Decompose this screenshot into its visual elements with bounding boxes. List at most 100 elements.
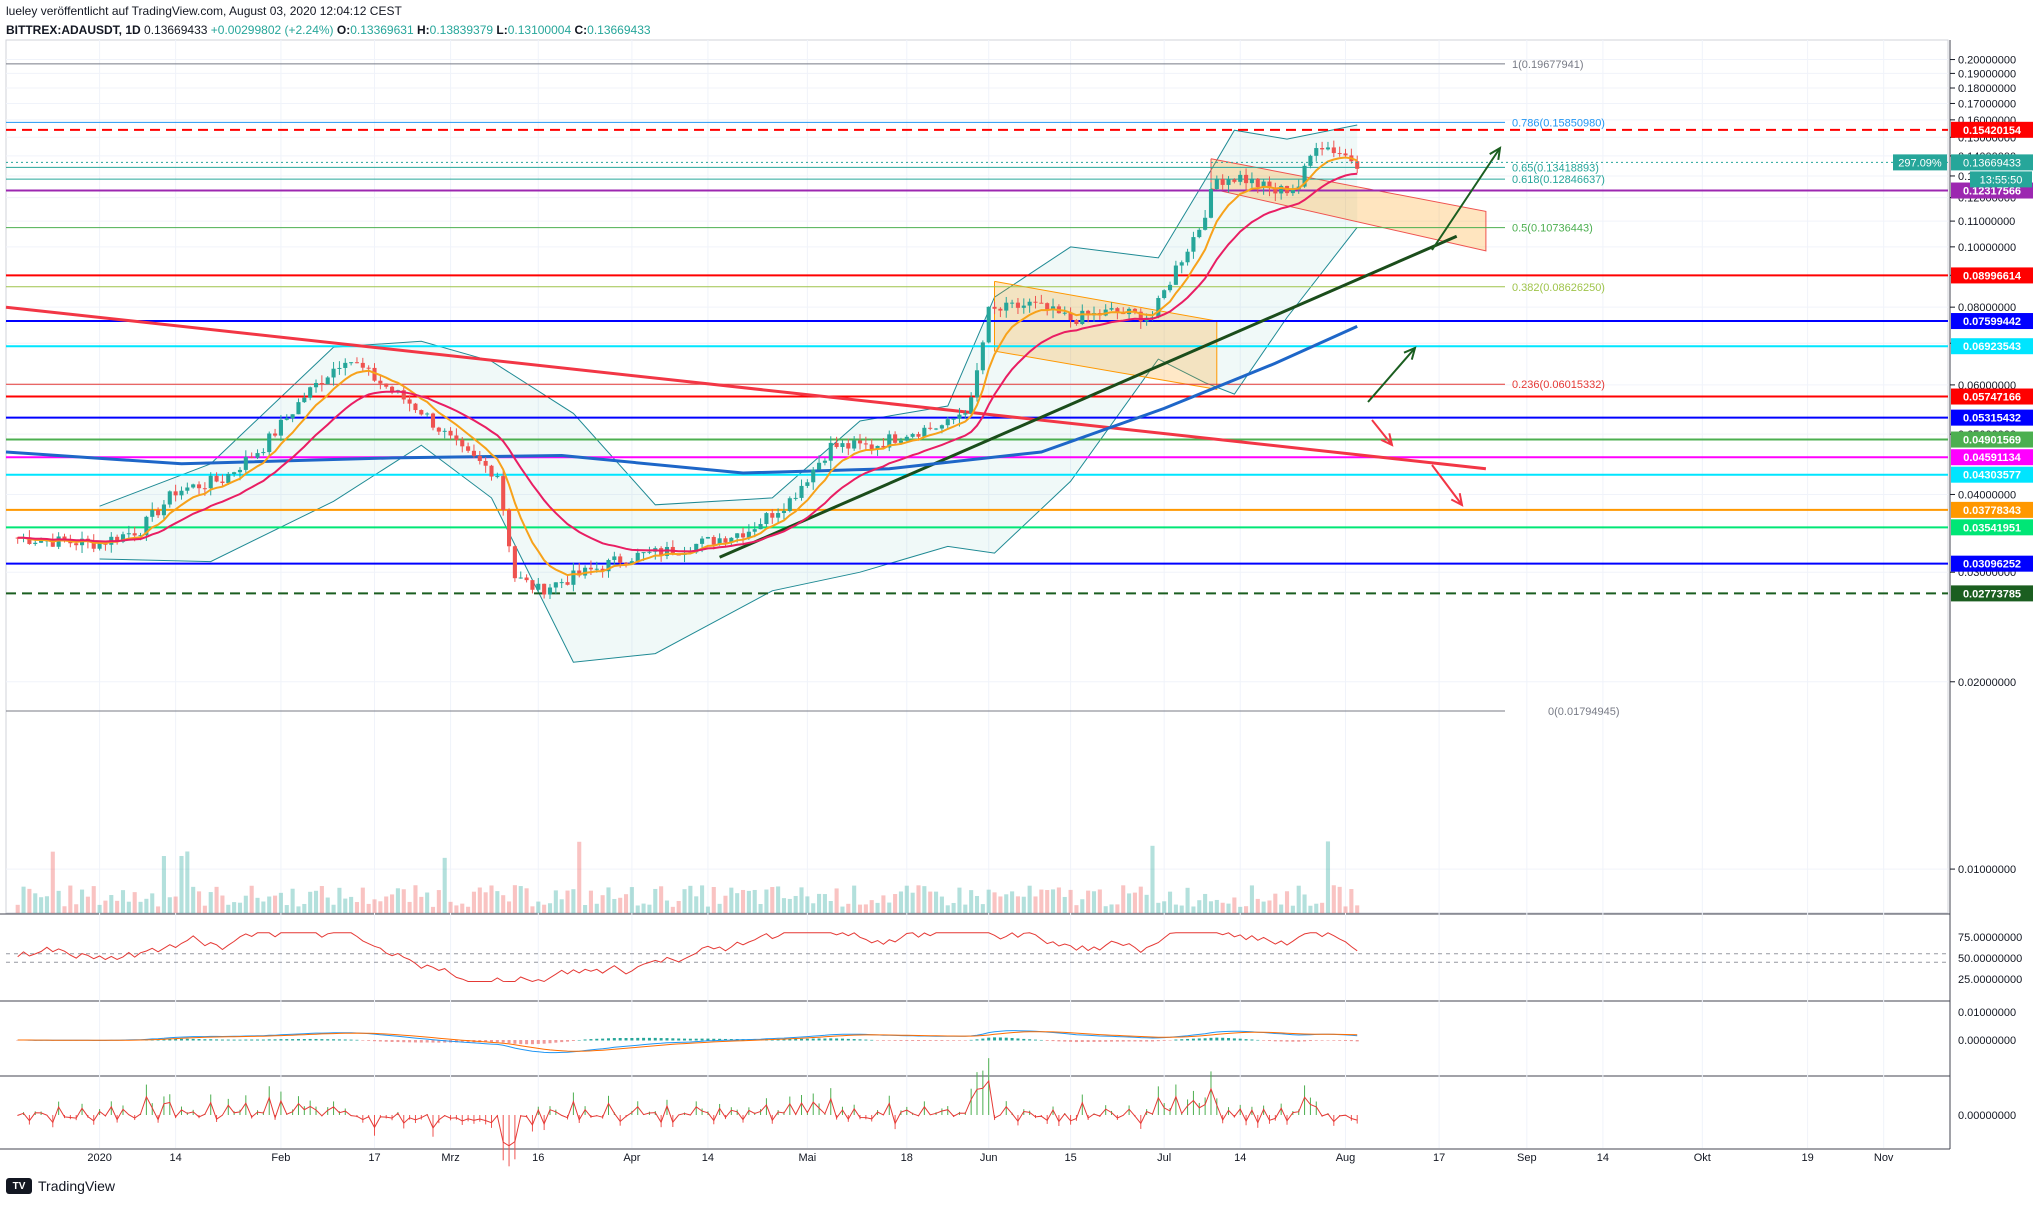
volume-bar [156, 906, 161, 913]
candle-body [898, 440, 904, 443]
candle-body [957, 414, 962, 419]
volume-bar [711, 886, 716, 913]
macd-histogram-bar [560, 1040, 564, 1043]
volume-bar [448, 901, 453, 913]
candle-body [1197, 229, 1202, 238]
volume-bar [220, 895, 225, 913]
volume-bar [1320, 902, 1325, 913]
volume-bar [664, 900, 670, 913]
macd-histogram-bar [1285, 1040, 1289, 1042]
candle-body [828, 442, 833, 461]
volume-bar [1244, 906, 1249, 913]
y-tick-label: 0.17000000 [1958, 98, 2016, 110]
bear-flag-channel-1 [994, 280, 1218, 390]
macd-histogram-bar [337, 1039, 341, 1041]
price-change: +0.00299802 (+2.24%) [210, 23, 334, 37]
macd-histogram-bar [794, 1038, 798, 1041]
volume-bar [512, 885, 517, 913]
symbol-label[interactable]: BITTREX:ADAUSDT, 1D [6, 23, 141, 37]
macd-histogram-bar [419, 1040, 423, 1043]
candle-body [547, 587, 553, 595]
volume-bar [992, 892, 997, 913]
level-tag-text: 0.03096252 [1963, 559, 2021, 571]
candle-body [249, 456, 254, 458]
x-tick-label: Feb [271, 1152, 290, 1164]
volume-bar [735, 893, 740, 913]
macd-histogram-bar [542, 1040, 546, 1044]
macd-histogram-bar [548, 1040, 552, 1044]
level-tag-text: 0.02773785 [1963, 588, 2021, 600]
ma200-line [5, 325, 1358, 475]
volume-bar [378, 901, 383, 913]
volume-bar [1074, 905, 1079, 913]
volume-bar [559, 899, 564, 913]
volume-bar [454, 905, 459, 913]
macd-histogram-bar [554, 1040, 558, 1043]
macd-histogram-bar [1022, 1038, 1026, 1041]
macd-histogram-bar [683, 1038, 687, 1041]
macd-histogram-bar [1162, 1040, 1166, 1041]
macd-histogram-bar [279, 1039, 283, 1041]
candle-body [1021, 305, 1026, 308]
volume-bar [846, 903, 851, 913]
x-tick-label: 14 [1597, 1152, 1609, 1164]
target-arrow-down-1 [1371, 419, 1393, 446]
macd-histogram-bar [361, 1040, 365, 1041]
macd-histogram-bar [1168, 1040, 1172, 1041]
volume-bar [1179, 905, 1184, 913]
volume-bar [1191, 906, 1196, 913]
volume-bar [1144, 894, 1149, 913]
macd-histogram-bar [1080, 1040, 1084, 1042]
macd-histogram-bar [1338, 1040, 1342, 1041]
target-arrow-up-2 [1367, 347, 1416, 403]
macd-histogram-bar [384, 1040, 388, 1042]
macd-histogram-bar [1303, 1040, 1307, 1042]
volume-bar [471, 891, 476, 913]
candle-body [922, 427, 927, 437]
volume-bar [799, 887, 804, 913]
macd-histogram-bar [437, 1040, 441, 1043]
macd-histogram-bar [162, 1039, 166, 1041]
level-tag-bg [1951, 519, 2033, 536]
candle-body [986, 306, 991, 343]
candle-body [822, 460, 827, 463]
price-tag-text: 0.13669433 [1963, 157, 2021, 169]
x-tick-label: Okt [1694, 1152, 1711, 1164]
candle-body [1290, 189, 1295, 194]
volume-bar [1279, 904, 1284, 913]
macd-histogram-bar [495, 1040, 499, 1043]
volume-bar [1167, 891, 1173, 913]
volume-bar [214, 886, 219, 913]
macd-histogram-bar [922, 1040, 926, 1041]
volume-bar [1045, 890, 1050, 913]
volume-bar [1308, 905, 1313, 913]
volume-bar [1325, 841, 1331, 913]
volume-bar [1103, 906, 1108, 913]
volume-bar [79, 889, 85, 913]
level-tag-text: 0.07599442 [1963, 316, 2021, 328]
candle-body [559, 582, 564, 584]
volume-bar [887, 902, 892, 913]
candle-body [1232, 179, 1237, 182]
macd-histogram-bar [601, 1038, 605, 1041]
candle-body [752, 529, 757, 532]
volume-bar [1232, 897, 1237, 913]
candle-body [618, 556, 623, 563]
candle-body [1138, 311, 1143, 322]
volume-bar [758, 904, 763, 913]
macd-histogram-bar [1344, 1040, 1348, 1041]
candle-body [390, 386, 395, 392]
volume-bar [278, 892, 283, 913]
macd-histogram-bar [677, 1038, 681, 1041]
candle-body [770, 513, 775, 518]
volume-bar [986, 889, 991, 913]
volume-bar [922, 886, 927, 913]
candle-body [337, 367, 342, 369]
tradingview-logo[interactable]: TV TradingView [6, 1178, 115, 1194]
rsi-line [17, 932, 1358, 983]
volume-bar [898, 891, 904, 913]
volume-bar [395, 888, 400, 913]
volume-bar [144, 898, 149, 913]
level-tag-bg [1951, 338, 2033, 355]
